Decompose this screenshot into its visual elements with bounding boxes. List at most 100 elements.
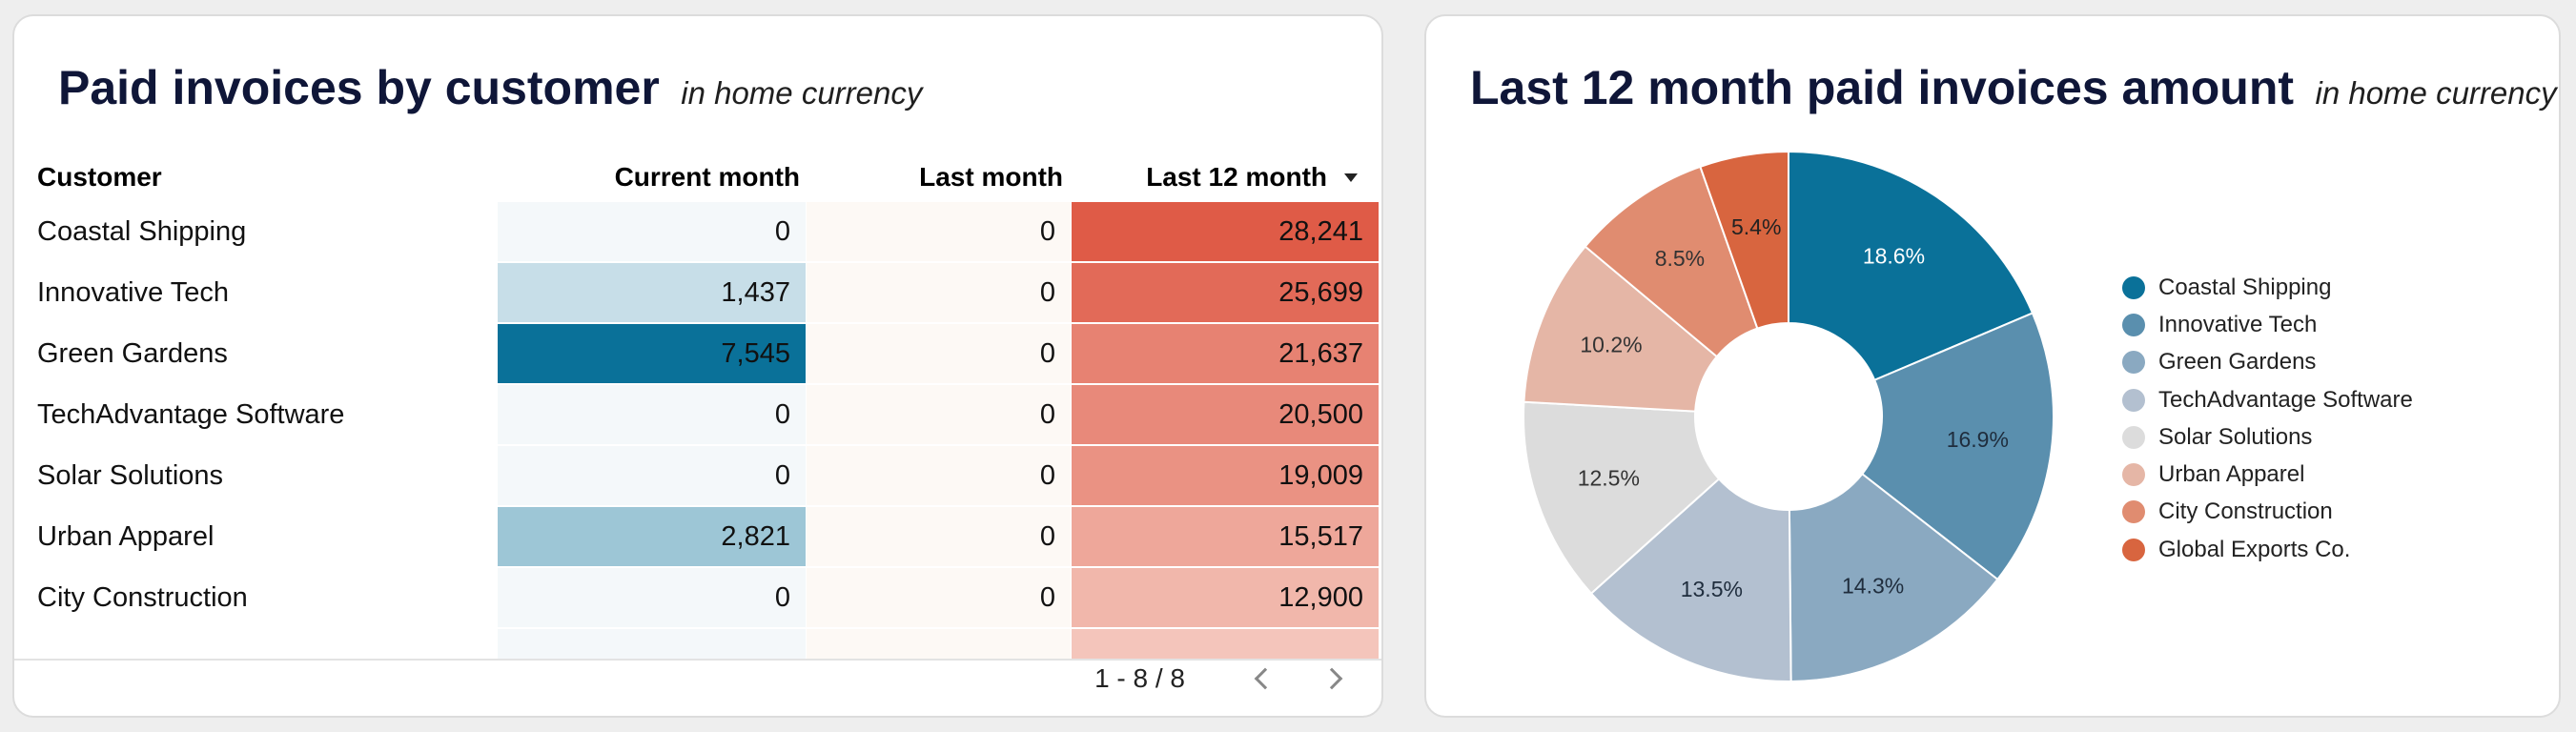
chart-title: Last 12 month paid invoices amount <box>1470 61 2295 114</box>
legend-swatch <box>2122 313 2145 336</box>
legend-label: Innovative Tech <box>2158 311 2318 337</box>
cell-customer: Urban Apparel <box>37 521 215 552</box>
legend-swatch <box>2122 500 2145 524</box>
table-row[interactable]: Green Gardens 7,545 0 21,637 <box>14 324 1381 385</box>
legend-swatch <box>2122 463 2145 487</box>
legend-item[interactable]: Green Gardens <box>2122 344 2413 381</box>
legend-swatch <box>2122 275 2145 299</box>
chevron-left-icon <box>1254 667 1277 690</box>
cell-customer: Coastal Shipping <box>37 216 247 247</box>
legend-label: City Construction <box>2158 498 2333 525</box>
table-title: Paid invoices by customer <box>58 61 660 114</box>
legend-item[interactable]: Coastal Shipping <box>2122 269 2413 306</box>
donut-slice[interactable] <box>1699 150 1789 330</box>
cell-current-month: 2,821 <box>498 507 806 566</box>
column-header-last-12-month-label: Last 12 month <box>1146 162 1327 192</box>
cell-customer: Solar Solutions <box>37 460 224 491</box>
legend-label: Urban Apparel <box>2158 461 2305 488</box>
legend-item[interactable]: Solar Solutions <box>2122 418 2413 456</box>
legend-item[interactable]: Urban Apparel <box>2122 456 2413 493</box>
cell-last-month: 0 <box>807 568 1071 627</box>
legend-swatch <box>2122 538 2145 561</box>
cell-current-month: 0 <box>498 385 806 444</box>
chart-legend: Coastal Shipping Innovative Tech Green Gar… <box>2122 269 2413 568</box>
slice-percent-label: 18.6% <box>1863 243 1925 268</box>
slice-percent-label: 12.5% <box>1578 465 1640 490</box>
cell-last-month <box>807 629 1071 659</box>
cell-last-month: 0 <box>807 263 1071 322</box>
legend-swatch <box>2122 425 2145 449</box>
donut-slice[interactable] <box>1589 478 1792 682</box>
next-page-button[interactable] <box>1320 660 1349 698</box>
donut-slice[interactable] <box>1788 472 1999 682</box>
donut-chart-card: Last 12 month paid invoices amount in ho… <box>1424 14 2561 718</box>
column-header-last-month[interactable]: Last month <box>919 162 1063 192</box>
table-row[interactable]: Innovative Tech 1,437 0 25,699 <box>14 263 1381 324</box>
previous-page-button[interactable] <box>1248 660 1277 698</box>
cell-last-12-month: 21,637 <box>1072 324 1379 383</box>
cell-customer: Green Gardens <box>37 338 228 369</box>
cell-customer: TechAdvantage Software <box>37 399 345 430</box>
donut-slice[interactable] <box>1788 150 2034 382</box>
cell-current-month: 7,545 <box>498 324 806 383</box>
cell-current-month: 0 <box>498 202 806 261</box>
paid-invoices-table-card: Paid invoices by customer in home curren… <box>12 14 1383 718</box>
slice-percent-label: 13.5% <box>1681 577 1743 601</box>
table-row[interactable]: Solar Solutions 0 0 19,009 <box>14 446 1381 507</box>
cell-last-12-month <box>1072 629 1379 659</box>
legend-item[interactable]: Global Exports Co. <box>2122 531 2413 568</box>
cell-last-12-month: 15,517 <box>1072 507 1379 566</box>
pagination-range: 1 - 8 / 8 <box>1094 663 1185 693</box>
donut-chart: 18.6% 16.9% 14.3% 13.5% 12.5% 10.2% 8.5% 5.4% <box>1523 150 2055 682</box>
chart-subtitle: in home currency <box>2315 75 2557 111</box>
chart-card-title: Last 12 month paid invoices amount in ho… <box>1470 60 2557 115</box>
legend-label: TechAdvantage Software <box>2158 386 2413 413</box>
table-row[interactable] <box>14 629 1381 659</box>
cell-last-month: 0 <box>807 202 1071 261</box>
cell-last-12-month: 19,009 <box>1072 446 1379 505</box>
table-body: Coastal Shipping 0 0 28,241 Innovative Tech 1… <box>14 202 1381 661</box>
table-card-title: Paid invoices by customer in home curren… <box>58 60 922 115</box>
table-row[interactable]: City Construction 0 0 12,900 <box>14 568 1381 629</box>
cell-current-month <box>498 629 806 659</box>
cell-current-month: 1,437 <box>498 263 806 322</box>
table-row[interactable]: Coastal Shipping 0 0 28,241 <box>14 202 1381 263</box>
legend-label: Global Exports Co. <box>2158 536 2351 562</box>
chevron-right-icon <box>1320 667 1343 690</box>
cell-current-month: 0 <box>498 568 806 627</box>
cell-last-month: 0 <box>807 324 1071 383</box>
legend-item[interactable]: Innovative Tech <box>2122 306 2413 343</box>
slice-percent-label: 16.9% <box>1947 427 2009 452</box>
table-row[interactable]: TechAdvantage Software 0 0 20,500 <box>14 385 1381 446</box>
column-header-current-month[interactable]: Current month <box>614 162 800 192</box>
column-header-customer[interactable]: Customer <box>37 162 162 192</box>
pagination: 1 - 8 / 8 <box>1094 657 1349 701</box>
slice-percent-label: 5.4% <box>1731 214 1781 239</box>
cell-last-12-month: 28,241 <box>1072 202 1379 261</box>
legend-item[interactable]: TechAdvantage Software <box>2122 381 2413 418</box>
cell-last-12-month: 12,900 <box>1072 568 1379 627</box>
legend-label: Green Gardens <box>2158 349 2317 376</box>
donut-slice[interactable] <box>1860 312 2055 581</box>
table-subtitle: in home currency <box>681 75 923 111</box>
cell-last-12-month: 20,500 <box>1072 385 1379 444</box>
column-header-last-12-month[interactable]: Last 12 month <box>1146 162 1358 193</box>
donut-slice[interactable] <box>1523 245 1719 413</box>
cell-customer: City Construction <box>37 582 248 613</box>
table-row[interactable]: Urban Apparel 2,821 0 15,517 <box>14 507 1381 568</box>
slice-percent-label: 10.2% <box>1580 333 1642 357</box>
donut-slice[interactable] <box>1523 400 1721 596</box>
cell-current-month: 0 <box>498 446 806 505</box>
legend-item[interactable]: City Construction <box>2122 494 2413 531</box>
slice-percent-label: 14.3% <box>1842 573 1904 598</box>
cell-last-12-month: 25,699 <box>1072 263 1379 322</box>
legend-swatch <box>2122 351 2145 375</box>
cell-customer: Innovative Tech <box>37 277 229 308</box>
sort-descending-icon[interactable] <box>1344 173 1358 182</box>
cell-last-month: 0 <box>807 446 1071 505</box>
legend-swatch <box>2122 388 2145 412</box>
cell-last-month: 0 <box>807 507 1071 566</box>
legend-label: Coastal Shipping <box>2158 274 2332 300</box>
cell-last-month: 0 <box>807 385 1071 444</box>
slice-percent-label: 8.5% <box>1655 246 1705 271</box>
